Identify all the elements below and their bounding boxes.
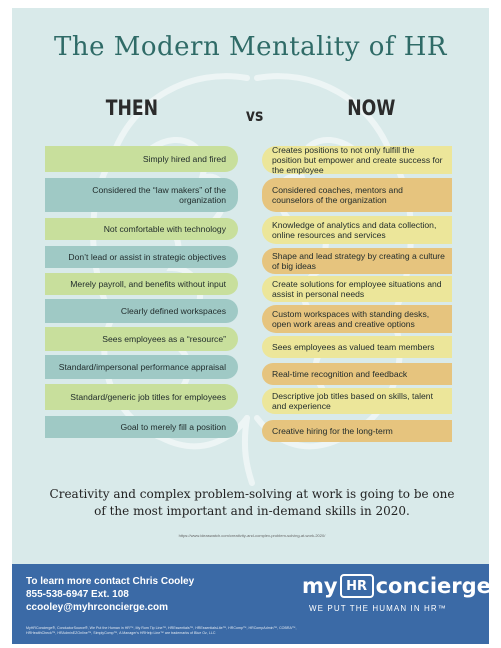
now-item-1: Creates positions to not only fulfill th… (262, 145, 452, 175)
logo-tagline: WE PUT THE HUMAN IN HR™ (309, 604, 447, 613)
now-item-5: Create solutions for employee situations… (262, 276, 452, 302)
email-link[interactable]: ccooley@myhrconcierge.com (26, 602, 169, 613)
logo-hr-badge: HR (339, 574, 374, 598)
legal-text: MyHRConcierge®, ConductorSource®, We Put… (26, 626, 297, 635)
then-item-2: Considered the “law makers” of the organ… (45, 178, 238, 212)
now-item-4: Shape and lead strategy by creating a cu… (262, 248, 452, 274)
now-item-7: Sees employees as valued team members (262, 336, 452, 358)
infographic-panel: The Modern Mentality of HR THEN vs NOW S… (12, 8, 489, 564)
then-item-6: Clearly defined workspaces (45, 299, 238, 323)
now-item-10: Creative hiring for the long-term (262, 420, 452, 442)
source-link[interactable]: https://www.ideaswatch.com/creativity-an… (178, 533, 326, 538)
then-item-5: Merely payroll, and benefits without inp… (45, 273, 238, 295)
page-title: The Modern Mentality of HR (53, 32, 447, 62)
then-item-3: Not comfortable with technology (45, 218, 238, 240)
footer: To learn more contact Chris Cooley 855-5… (12, 564, 491, 644)
tagline: Creativity and complex problem-solving a… (49, 487, 455, 518)
vs-heading: vs (245, 106, 264, 126)
now-item-2: Considered coaches, mentors and counselo… (262, 178, 452, 212)
comparison-rows: Simply hired and fired Creates positions… (12, 8, 489, 564)
myhrconcierge-logo: my HR concierge (302, 574, 491, 598)
now-item-6: Custom workspaces with standing desks, o… (262, 305, 452, 333)
then-item-9: Standard/generic job titles for employee… (45, 384, 238, 410)
then-item-4: Don’t lead or assist in strategic object… (45, 246, 238, 268)
logo-concierge: concierge (375, 574, 491, 598)
then-item-10: Goal to merely fill a position (45, 416, 238, 438)
contact-line: To learn more contact Chris Cooley (26, 576, 195, 587)
logo-my: my (302, 574, 338, 598)
now-item-8: Real-time recognition and feedback (262, 363, 452, 385)
then-item-1: Simply hired and fired (45, 146, 238, 172)
then-heading: THEN (105, 96, 159, 120)
then-item-7: Sees employees as a “resource” (45, 327, 238, 351)
phone-number[interactable]: 855-538-6947 Ext. 108 (26, 589, 129, 600)
now-item-3: Knowledge of analytics and data collecti… (262, 216, 452, 244)
contact-info: To learn more contact Chris Cooley 855-5… (26, 575, 194, 614)
now-item-9: Descriptive job titles based on skills, … (262, 388, 452, 414)
now-heading: NOW (347, 96, 396, 120)
then-item-8: Standard/impersonal performance appraisa… (45, 355, 238, 379)
